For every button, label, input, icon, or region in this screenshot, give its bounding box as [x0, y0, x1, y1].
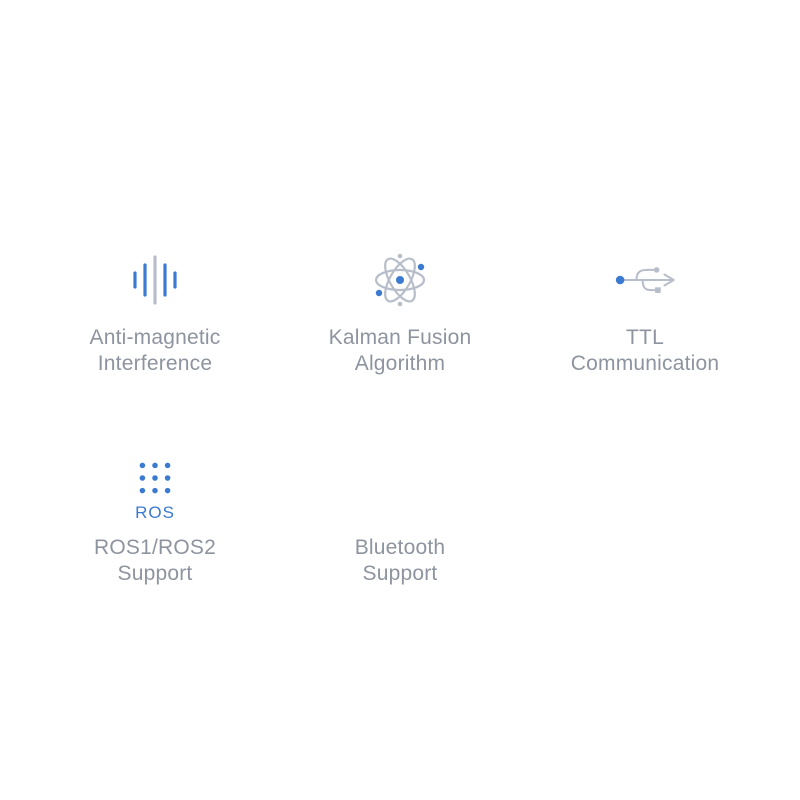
- feature-anti-magnetic: Anti-magnetic Interference: [30, 245, 280, 378]
- feature-ttl: TTL Communication: [520, 245, 770, 378]
- atom-icon: [365, 245, 435, 315]
- feature-kalman: Kalman Fusion Algorithm: [275, 245, 525, 378]
- feature-ros: ROS ROS1/ROS2 Support: [30, 455, 280, 588]
- feature-label: Bluetooth Support: [355, 535, 446, 588]
- feature-bluetooth: Bluetooth Support: [275, 455, 525, 588]
- usb-icon: [610, 245, 680, 315]
- bluetooth-icon: [365, 455, 435, 525]
- feature-grid: Anti-magnetic Interference Kalman Fusion…: [0, 0, 800, 800]
- feature-label: Anti-magnetic Interference: [90, 325, 221, 378]
- feature-label: Kalman Fusion Algorithm: [329, 325, 472, 378]
- ros-icon: ROS: [120, 455, 190, 525]
- feature-label: ROS1/ROS2 Support: [94, 535, 216, 588]
- waves-icon: [120, 245, 190, 315]
- ros-caption: ROS: [135, 503, 175, 523]
- feature-label: TTL Communication: [571, 325, 720, 378]
